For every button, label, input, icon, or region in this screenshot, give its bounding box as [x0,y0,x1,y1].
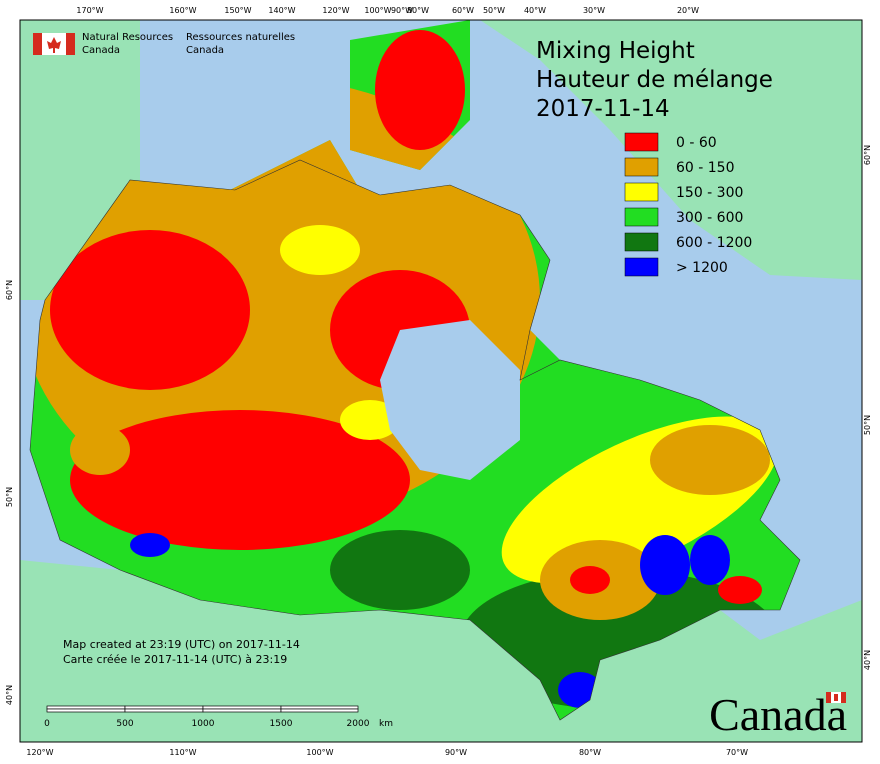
top-axis-label: 60°W [452,6,474,15]
legend-swatch [624,207,659,227]
scale-segment [46,705,126,710]
legend: 0 - 60 60 - 150 150 - 300 300 - 600 600 - 12… [624,132,752,277]
title: Hauteur de mélange [536,67,773,93]
top-axis-label: 150°W [224,6,251,15]
bottom-axis-label: 120°W [26,748,53,757]
top-axis-label: 20°W [677,6,699,15]
scale-unit: km [379,719,393,729]
legend-swatch [624,232,659,252]
agency-en: Natural Resources [82,32,173,43]
top-axis-label: 30°W [583,6,605,15]
footer-note: Carte créée le 2017-11-14 (UTC) à 23:19 [63,653,287,666]
bottom-axis-label: 70°W [726,748,748,757]
footer-note: Map created at 23:19 (UTC) on 2017-11-14 [63,638,300,651]
legend-label: 600 - 1200 [676,235,752,251]
top-axis-label: 40°W [524,6,546,15]
scale-segment [124,705,204,710]
title: Mixing Height [536,38,695,64]
legend-swatch [624,132,659,152]
scale-label: 0 [44,719,50,729]
left-axis-label: 60°N [5,280,14,300]
legend-label: 0 - 60 [676,135,717,151]
top-axis-label: 160°W [169,6,196,15]
legend-swatch [624,182,659,202]
left-axis-label: 50°N [5,487,14,507]
scale-label: 500 [116,719,133,729]
legend-swatch [624,257,659,277]
scale-bar: 0 500 1000 1500 2000 km [44,705,393,729]
bottom-axis-label: 100°W [306,748,333,757]
top-axis-label: 140°W [268,6,295,15]
scale-label: 1000 [192,719,215,729]
scale-segment [202,705,282,710]
legend-label: 60 - 150 [676,160,735,176]
right-axis-label: 50°N [863,415,872,435]
scale-segment [280,708,359,713]
top-axis-label: 80°W [407,6,429,15]
agency-fr: Canada [186,45,224,56]
bottom-axis-label: 110°W [169,748,196,757]
legend-label: 150 - 300 [676,185,743,201]
top-axis-label: 100°W [364,6,391,15]
bottom-axis-label: 90°W [445,748,467,757]
right-axis-label: 40°N [863,650,872,670]
legend-label: > 1200 [676,260,728,276]
top-axis-label: 50°W [483,6,505,15]
scale-segment [202,708,282,713]
legend-swatch [624,157,659,177]
wordmark: Canada [709,689,847,740]
top-axis-label: 90°W [391,6,413,15]
logo-flag [33,33,75,55]
top-axis-label: 120°W [322,6,349,15]
right-axis-label: 60°N [863,145,872,165]
scale-segment [280,705,359,710]
axis-labels: 170°W 160°W 150°W 140°W 120°W 100°W 90°W80°W 60… [5,6,872,757]
wordmark-flag [826,692,846,703]
top-axis-label: 170°W [76,6,103,15]
left-axis-label: 40°N [5,685,14,705]
agency-fr: Ressources naturelles [186,32,295,43]
map-area [20,20,862,742]
agency-en: Canada [82,45,120,56]
bottom-axis-label: 80°W [579,748,601,757]
scale-segment [124,708,204,713]
scale-label: 1500 [270,719,293,729]
scale-segment [46,708,126,713]
scale-label: 2000 [347,719,370,729]
title: 2017-11-14 [536,96,670,122]
legend-label: 300 - 600 [676,210,743,226]
